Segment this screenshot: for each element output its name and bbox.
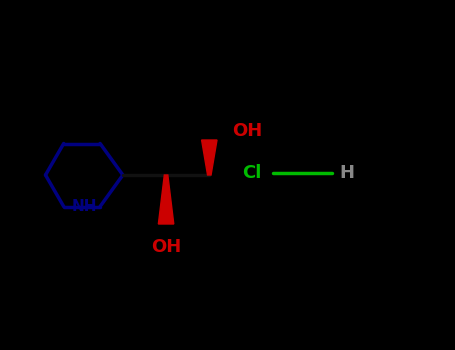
Text: OH: OH (232, 122, 262, 140)
Text: NH: NH (71, 199, 97, 214)
Text: Cl: Cl (242, 164, 262, 182)
Polygon shape (158, 175, 174, 224)
Text: H: H (339, 164, 354, 182)
Text: OH: OH (151, 238, 181, 256)
Polygon shape (202, 140, 217, 175)
